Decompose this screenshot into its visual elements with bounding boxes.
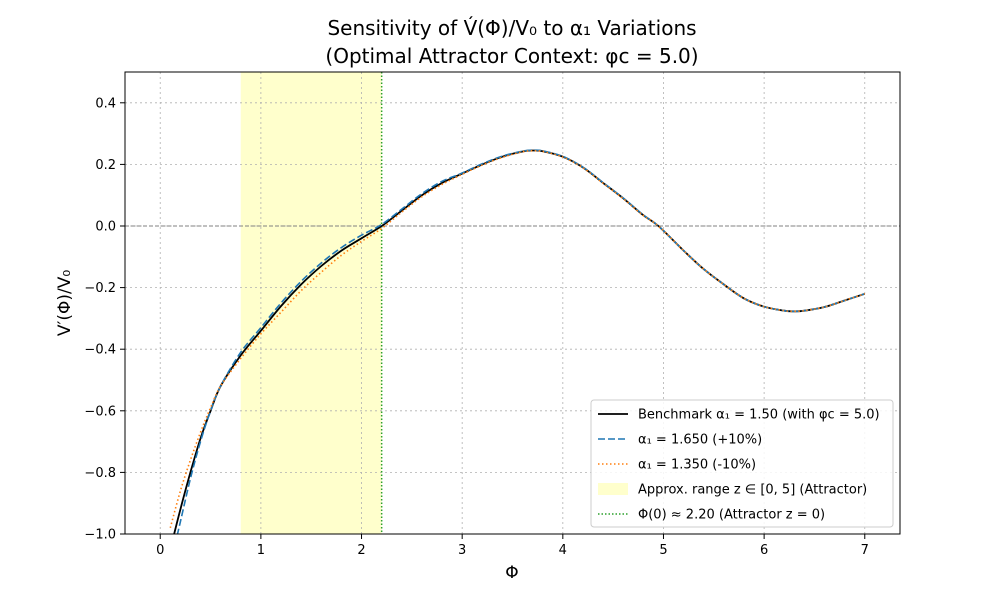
- y-tick-label: −1.0: [84, 528, 116, 543]
- legend-entry-series-3: α₁ = 1.350 (-10%): [598, 458, 756, 473]
- x-tick-label: 2: [357, 543, 365, 558]
- legend-label: Φ(0) ≈ 2.20 (Attractor z = 0): [638, 508, 825, 523]
- plot-frame: [124, 71, 901, 535]
- y-tick-label: −0.8: [84, 466, 116, 481]
- x-tick-label: 7: [861, 543, 869, 558]
- legend-entry-attractor-range: Approx. range z ∈ [0, 5] (Attractor): [598, 483, 867, 498]
- legend-label: α₁ = 1.650 (+10%): [638, 433, 762, 448]
- legend-label: α₁ = 1.350 (-10%): [638, 458, 756, 473]
- legend-entry-attractor-line: Φ(0) ≈ 2.20 (Attractor z = 0): [598, 508, 825, 523]
- y-axis-label: V′(Φ)/V₀: [55, 270, 75, 336]
- legend-entry-series-1: Benchmark α₁ = 1.50 (with φc = 5.0): [598, 408, 880, 423]
- y-tick-label: 0.0: [95, 220, 116, 235]
- x-tick-label: 6: [760, 543, 768, 558]
- x-tick-label: 5: [659, 543, 667, 558]
- legend-label: Approx. range z ∈ [0, 5] (Attractor): [638, 483, 867, 498]
- x-tick-label: 4: [559, 543, 567, 558]
- y-tick-label: 0.4: [95, 96, 116, 111]
- y-tick-label: −0.4: [84, 343, 116, 358]
- legend: Benchmark α₁ = 1.50 (with φc = 5.0) α₁ = …: [590, 399, 894, 528]
- y-tick-label: −0.6: [84, 404, 116, 419]
- legend-entry-series-2: α₁ = 1.650 (+10%): [598, 433, 762, 448]
- chart-title-line-1: Sensitivity of V́(Φ)/V₀ to α₁ Variations: [327, 16, 696, 40]
- x-tick-label: 0: [156, 543, 164, 558]
- y-tick-label: 0.2: [95, 158, 116, 173]
- chart-title-line-2: (Optimal Attractor Context: φc = 5.0): [325, 44, 698, 68]
- x-tick-label: 1: [257, 543, 265, 558]
- legend-swatch: [598, 483, 628, 495]
- series-line-3: [169, 149, 866, 529]
- x-axis-label: Φ: [505, 563, 518, 583]
- legend-label: Benchmark α₁ = 1.50 (with φc = 5.0): [638, 408, 880, 423]
- x-tick-label: 3: [458, 543, 466, 558]
- series-line-2: [176, 149, 866, 534]
- legend-box: [590, 399, 894, 528]
- y-tick-label: −0.2: [84, 281, 116, 296]
- attractor-range-shade: [240, 72, 382, 534]
